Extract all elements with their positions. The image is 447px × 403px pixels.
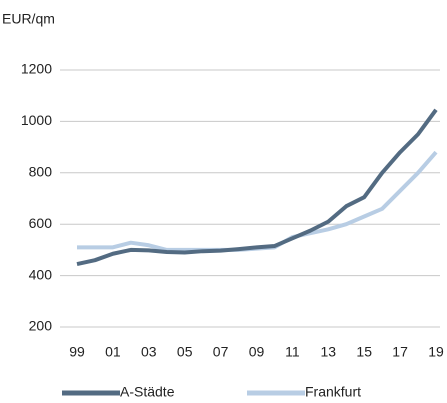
x-tick-label: 05: [177, 344, 193, 360]
series-line: [77, 150, 438, 252]
x-tick-label: 19: [428, 344, 444, 360]
y-axis-label: EUR/qm: [2, 11, 55, 27]
x-tick-label: 13: [321, 344, 337, 360]
legend-label: A-Städte: [120, 384, 175, 400]
x-tick-label: 17: [392, 344, 408, 360]
x-tick-label: 15: [356, 344, 372, 360]
x-tick-label: 11: [285, 344, 300, 360]
x-tick-label: 07: [213, 344, 229, 360]
x-tick-label: 09: [249, 344, 265, 360]
legend-label: Frankfurt: [305, 384, 361, 400]
y-tick-label: 1000: [21, 112, 52, 128]
y-tick-label: 200: [29, 318, 53, 334]
x-tick-label: 99: [69, 344, 85, 360]
y-tick-label: 400: [29, 266, 53, 282]
x-tick-label: 01: [105, 344, 121, 360]
x-tick-label: 03: [141, 344, 157, 360]
y-tick-label: 600: [29, 215, 53, 231]
y-tick-label: 800: [29, 164, 53, 180]
y-tick-label: 1200: [21, 61, 52, 77]
series-line: [76, 108, 438, 266]
